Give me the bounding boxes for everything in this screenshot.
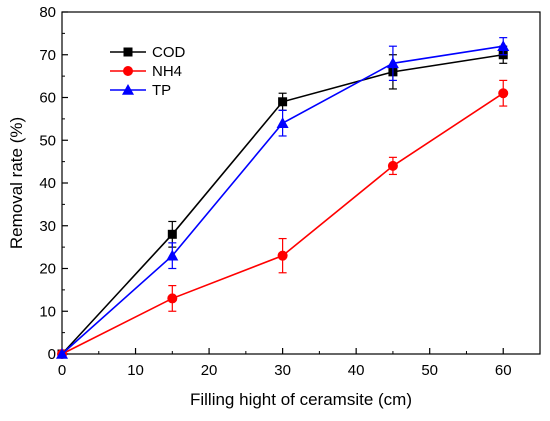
data-point bbox=[386, 57, 399, 69]
y-tick-label: 70 bbox=[39, 47, 56, 64]
x-tick-label: 0 bbox=[58, 362, 66, 379]
y-axis-title: Removal rate (%) bbox=[7, 117, 26, 249]
legend-marker bbox=[123, 47, 133, 57]
data-point bbox=[278, 97, 288, 107]
legend-label: COD bbox=[152, 44, 186, 61]
data-point bbox=[167, 229, 177, 239]
data-point bbox=[277, 250, 288, 261]
y-tick-label: 30 bbox=[39, 218, 56, 235]
y-tick-label: 0 bbox=[48, 346, 56, 363]
legend-item-tp: TP bbox=[110, 82, 171, 99]
x-axis-title: Filling hight of ceramsite (cm) bbox=[190, 390, 412, 409]
legend-marker bbox=[122, 84, 134, 95]
x-tick-label: 10 bbox=[127, 362, 144, 379]
series-tp bbox=[56, 37, 510, 359]
x-tick-label: 20 bbox=[201, 362, 218, 379]
y-tick-label: 40 bbox=[39, 175, 56, 192]
y-tick-label: 10 bbox=[39, 303, 56, 320]
legend-label: NH4 bbox=[152, 63, 182, 80]
y-tick-label: 50 bbox=[39, 132, 56, 149]
axes-layer: 0 10 20 30 40 50 60 0 10 20 30 40 50 60 70 80 bbox=[39, 4, 541, 379]
legend-item-cod: COD bbox=[110, 44, 186, 61]
y-tick-label: 80 bbox=[39, 4, 56, 21]
x-tick-label: 60 bbox=[495, 362, 512, 379]
legend-label: TP bbox=[152, 82, 171, 99]
y-tick-label: 20 bbox=[39, 261, 56, 278]
data-point bbox=[498, 88, 509, 99]
legend-item-nh4: NH4 bbox=[110, 63, 182, 80]
data-point bbox=[56, 348, 68, 359]
x-tick-label: 30 bbox=[274, 362, 291, 379]
series-layer bbox=[56, 37, 510, 359]
y-tick-label: 60 bbox=[39, 90, 56, 107]
data-point bbox=[387, 160, 398, 171]
x-tick-label: 40 bbox=[348, 362, 365, 379]
data-point bbox=[497, 40, 510, 51]
plot-frame bbox=[61, 11, 541, 355]
data-point bbox=[167, 293, 178, 304]
data-point bbox=[276, 117, 289, 128]
x-tick-label: 50 bbox=[421, 362, 438, 379]
legend: COD NH4 TP bbox=[110, 44, 186, 99]
data-point bbox=[166, 249, 179, 261]
legend-marker bbox=[123, 66, 133, 76]
